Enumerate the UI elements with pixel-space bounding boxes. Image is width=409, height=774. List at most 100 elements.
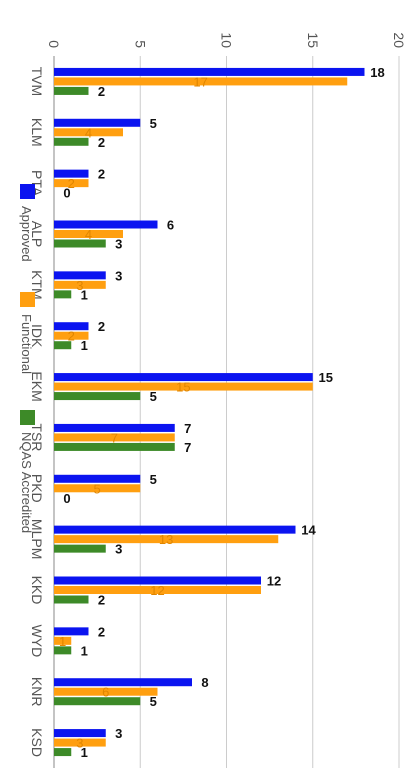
bar [54, 525, 296, 534]
category-tick-label: TVM [29, 67, 45, 97]
data-label: 1 [81, 338, 88, 353]
value-tick-label: 20 [391, 32, 407, 48]
data-label: 2 [68, 176, 75, 191]
bar [54, 576, 261, 585]
category-tick-label: MLPM [29, 519, 45, 559]
bar [54, 423, 175, 432]
data-label: 12 [150, 583, 164, 598]
data-label: 1 [81, 643, 88, 658]
data-label: 3 [115, 268, 122, 283]
bar [54, 738, 106, 747]
category-tick-label: TSR [29, 423, 45, 451]
data-label: 7 [184, 421, 191, 436]
bar [54, 678, 192, 687]
legend-swatch [20, 184, 35, 199]
data-label: 7 [111, 430, 118, 445]
data-label: 6 [102, 685, 109, 700]
bar [54, 586, 261, 594]
bar [54, 687, 158, 696]
data-label: 4 [85, 227, 92, 242]
bars [54, 67, 365, 757]
data-label: 13 [159, 532, 173, 547]
data-label: 8 [201, 675, 208, 690]
category-tick-label: KLM [29, 118, 45, 147]
data-label: 14 [301, 523, 316, 538]
bar [54, 239, 106, 248]
bar [54, 729, 106, 738]
category-tick-label: ALP [29, 221, 45, 247]
bar [54, 595, 89, 604]
data-label: 0 [63, 186, 70, 201]
bar [54, 544, 106, 553]
bar [54, 169, 89, 178]
category-tick-label: PKD [29, 474, 45, 503]
bar [54, 67, 365, 76]
legend-swatch [20, 292, 35, 307]
value-tick-label: 0 [46, 40, 62, 48]
legend-label: Functional [19, 314, 34, 374]
legend-swatch [20, 410, 35, 425]
bar [54, 331, 89, 340]
data-label: 2 [98, 624, 105, 639]
data-label: 2 [98, 84, 105, 99]
data-label: 1 [81, 287, 88, 302]
legend: Approved Functional NQAS Accredited [19, 184, 35, 533]
bar [54, 118, 141, 127]
data-label: 7 [184, 440, 191, 455]
bar [54, 179, 89, 188]
data-label: 15 [319, 370, 333, 385]
data-label: 5 [150, 389, 157, 404]
data-label: 3 [115, 237, 122, 252]
data-label: 17 [193, 74, 207, 89]
data-label: 12 [267, 574, 281, 589]
bar [54, 77, 348, 86]
data-label: 3 [76, 736, 83, 751]
bar [54, 636, 72, 645]
data-label: 3 [76, 278, 83, 293]
bar [54, 748, 72, 757]
value-tick-label: 10 [219, 32, 235, 48]
data-label: 2 [68, 329, 75, 344]
bar [54, 373, 313, 382]
legend-label: Approved [19, 206, 34, 262]
bar [54, 392, 141, 401]
data-label: 6 [167, 218, 174, 233]
data-labels: 1817254222064333122115155777550141331212… [59, 65, 385, 760]
bar [54, 484, 141, 493]
bar [54, 697, 141, 706]
bar [54, 433, 175, 442]
bar [54, 230, 123, 238]
bar [54, 627, 89, 636]
value-tick-label: 5 [132, 40, 148, 48]
bar [54, 646, 72, 655]
category-tick-label: WYD [29, 625, 45, 658]
data-label: 3 [115, 726, 122, 741]
category-tick-label: KSD [29, 728, 45, 757]
bar [54, 474, 141, 483]
data-label: 3 [115, 542, 122, 557]
data-label: 5 [94, 481, 101, 496]
value-tick-label: 15 [305, 32, 321, 48]
category-tick-label: EKM [29, 371, 45, 401]
data-label: 18 [370, 65, 384, 80]
bar [54, 535, 279, 544]
data-label: 5 [150, 694, 157, 709]
data-label: 5 [150, 116, 157, 131]
category-tick-label: KKD [29, 576, 45, 605]
value-axis: 0 5 10 15 20 [46, 32, 407, 48]
data-label: 1 [81, 745, 88, 760]
bar [54, 341, 72, 350]
bar [54, 290, 72, 299]
bar [54, 271, 106, 280]
category-tick-label: IDK [29, 324, 45, 348]
bar [54, 128, 123, 137]
bar [54, 220, 158, 229]
bar [54, 322, 89, 331]
data-label: 4 [85, 125, 92, 140]
data-label: 2 [98, 167, 105, 182]
data-label: 15 [176, 380, 190, 395]
data-label: 1 [59, 634, 66, 649]
gridlines [53, 56, 400, 768]
bar [54, 442, 175, 451]
